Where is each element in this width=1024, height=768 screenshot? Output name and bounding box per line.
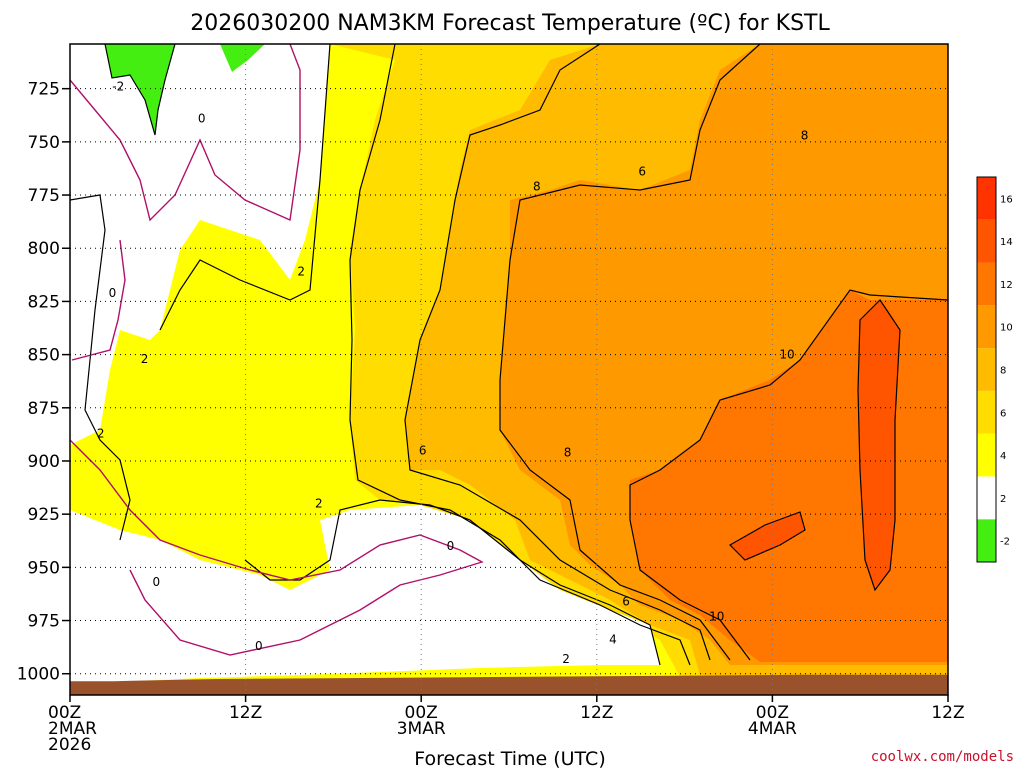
contour-label: 10: [709, 609, 724, 623]
contour-2-lower: [244, 499, 661, 666]
contour-label: 8: [533, 180, 541, 194]
contour-6: [404, 44, 711, 661]
contour-label: 6: [419, 443, 427, 457]
colorbar-swatch: [977, 177, 996, 220]
colorbar-tick-label: 6: [1000, 408, 1006, 419]
contour-label: -2: [112, 80, 124, 94]
chart-title: 2026030200 NAM3KM Forecast Temperature (…: [190, 11, 830, 36]
contour-label: 8: [801, 128, 809, 142]
contour-label: 0: [153, 575, 161, 589]
colorbar-tick-label: 10: [1000, 323, 1013, 334]
x-tick-label: 12Z: [229, 703, 262, 723]
colorbar-tick-label: 14: [1000, 237, 1013, 248]
x-tick-label: 00Z: [405, 703, 438, 723]
contour-8: [499, 44, 761, 661]
band-12-14-lobe: [730, 512, 805, 560]
colorbar-swatch: [977, 433, 996, 477]
contour-label: 10: [779, 348, 794, 362]
contour-lines: [70, 44, 948, 666]
x-tick-label: 4MAR: [748, 719, 797, 739]
plot-frame: [69, 43, 949, 696]
colorbar-swatch: [977, 476, 996, 520]
y-tick-label: 750: [28, 133, 60, 153]
contour-minus2: [104, 44, 176, 136]
y-tick-label: 950: [28, 558, 60, 578]
contour-label: 2: [141, 352, 149, 366]
y-axis: 725 750 775 800 825 850 875 900 925 950 975 1000: [17, 80, 70, 685]
y-tick-label: 975: [28, 612, 60, 632]
y-tick-label: 775: [28, 186, 60, 206]
colorbar-swatch: [977, 519, 996, 562]
contour-2-upper: [159, 44, 331, 331]
contour-2-left: [70, 194, 131, 541]
contour-0-lower: [70, 439, 484, 656]
y-tick-label: 725: [28, 80, 60, 100]
colorbar-frame: [976, 176, 997, 563]
contour-0-left: [71, 239, 126, 361]
contour-label: 0: [255, 639, 263, 653]
y-tick-label: 800: [28, 239, 60, 259]
colorbar-swatch: [977, 390, 996, 434]
band-0-2-lower: [70, 505, 660, 682]
contour-label: 0: [447, 539, 455, 553]
colorbar-tick-label: 2: [1000, 494, 1006, 505]
x-tick-label: 2MAR: [48, 719, 97, 739]
colorbar-tick-label: 12: [1000, 280, 1013, 291]
zero-contours: [70, 44, 484, 656]
credit-text: coolwx.com/models: [871, 749, 1014, 765]
y-tick-label: 825: [28, 292, 60, 312]
contour-label: 0: [198, 111, 206, 125]
contour-label: 2: [562, 652, 570, 666]
y-tick-label: 925: [28, 505, 60, 525]
ground-terrain: [70, 674, 948, 695]
colorbar-tick-label: 8: [1000, 366, 1006, 377]
contour-label: 8: [564, 445, 572, 459]
contour-12: [857, 299, 901, 592]
colorbar-tick-label: 16: [1000, 194, 1013, 205]
colorbar: -2 2 4 6 8 10 12 14 16: [976, 176, 1013, 563]
x-tick-label: 00Z: [48, 703, 81, 723]
band-below-minus2-small: [220, 44, 265, 72]
contour-label: 2: [297, 265, 305, 279]
contour-label: 2: [315, 497, 323, 511]
band-12-14: [858, 300, 900, 590]
colorbar-swatch: [977, 219, 996, 263]
colorbar-swatch: [977, 262, 996, 306]
colorbar-tick-label: 4: [1000, 451, 1006, 462]
colorbar-swatch: [977, 305, 996, 349]
contour-label: 6: [638, 165, 646, 179]
x-tick-label: 12Z: [580, 703, 613, 723]
plot-area: -2 0 2 0 2 2 2 0 0 0 6 8 6 8 6 4 2 10 10 8: [70, 44, 948, 695]
y-tick-label: 850: [28, 346, 60, 366]
x-tick-label: 2026: [48, 735, 91, 755]
contour-4: [349, 44, 691, 666]
contour-12-lobe: [729, 511, 806, 561]
contour-label: 2: [97, 426, 105, 440]
y-tick-label: 875: [28, 399, 60, 419]
x-axis-label: Forecast Time (UTC): [414, 748, 605, 768]
y-tick-label: 900: [28, 452, 60, 472]
band-0-2: [70, 44, 330, 445]
x-tick-label: 00Z: [756, 703, 789, 723]
x-tick-label: 3MAR: [397, 719, 446, 739]
contour-0-upper: [70, 44, 301, 222]
y-tick-label: 1000: [17, 665, 60, 685]
x-tick-label: 12Z: [931, 703, 964, 723]
contour-label-layer: -2 0 2 0 2 2 2 0 0 0 6 8 6 8 6 4 2 10 10 8: [97, 80, 809, 666]
grid: [70, 44, 948, 695]
contour-label: 0: [109, 286, 117, 300]
contour-label: 6: [622, 594, 630, 608]
contour-10: [629, 289, 948, 661]
colorbar-tick-label: -2: [1000, 537, 1010, 548]
colorbar-swatch: [977, 348, 996, 391]
contour-label: 4: [609, 633, 617, 647]
